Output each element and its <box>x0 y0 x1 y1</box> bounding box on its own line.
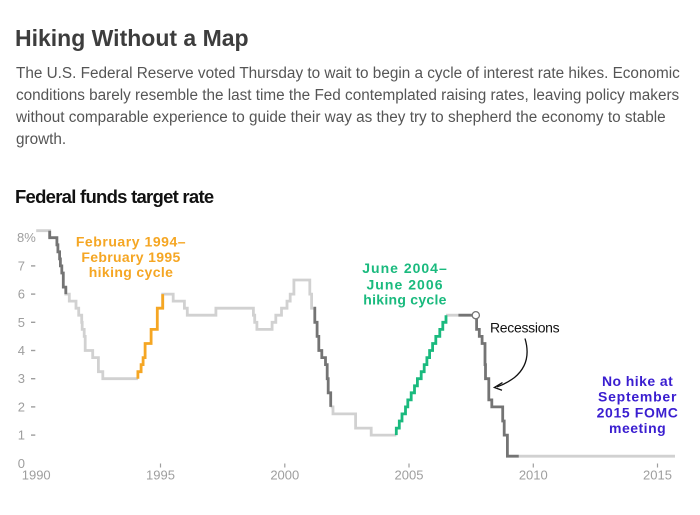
svg-text:meeting: meeting <box>609 420 666 436</box>
svg-text:8%: 8% <box>17 230 36 245</box>
svg-text:2010: 2010 <box>519 468 548 483</box>
svg-text:5: 5 <box>18 315 25 330</box>
svg-text:September: September <box>598 389 677 405</box>
svg-text:2: 2 <box>18 399 25 414</box>
svg-text:4: 4 <box>18 343 25 358</box>
svg-text:2005: 2005 <box>395 468 424 483</box>
svg-text:Recessions: Recessions <box>490 320 560 336</box>
svg-text:2015 FOMC: 2015 FOMC <box>597 404 679 420</box>
svg-text:1: 1 <box>18 428 25 443</box>
svg-text:February 1994–: February 1994– <box>76 234 186 250</box>
svg-text:hiking cycle: hiking cycle <box>89 264 173 280</box>
svg-text:hiking cycle: hiking cycle <box>363 292 446 308</box>
svg-text:February 1995: February 1995 <box>81 249 180 265</box>
svg-text:June 2004–: June 2004– <box>362 260 448 276</box>
svg-text:June 2006: June 2006 <box>366 276 443 292</box>
svg-text:No hike at: No hike at <box>602 373 673 389</box>
svg-text:2015: 2015 <box>643 468 672 483</box>
svg-text:7: 7 <box>18 258 25 273</box>
svg-text:3: 3 <box>18 371 25 386</box>
svg-text:2000: 2000 <box>270 468 299 483</box>
svg-text:6: 6 <box>18 287 25 302</box>
svg-text:1995: 1995 <box>146 468 175 483</box>
svg-text:1990: 1990 <box>22 468 51 483</box>
svg-text:0: 0 <box>18 456 25 471</box>
